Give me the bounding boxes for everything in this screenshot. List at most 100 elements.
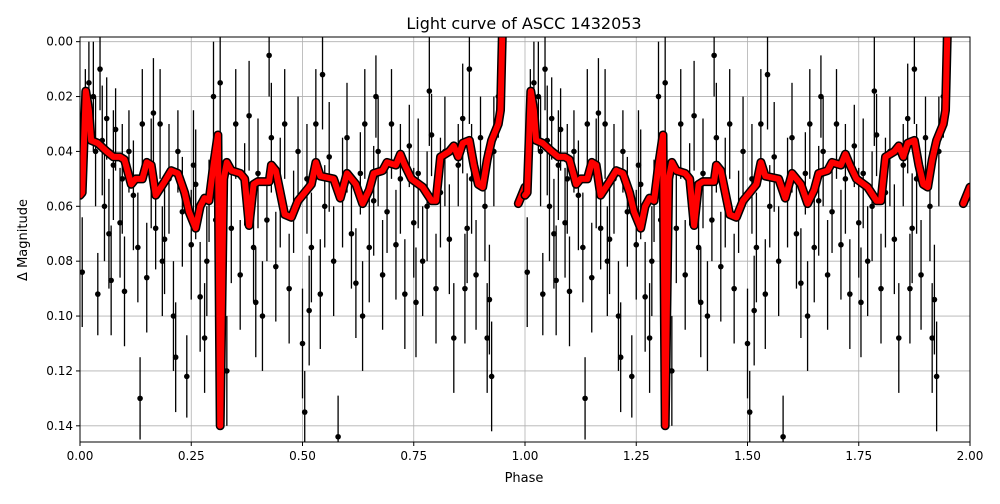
data-point <box>704 313 711 319</box>
data-point <box>697 299 704 306</box>
data-point <box>535 93 542 100</box>
data-point <box>397 176 404 182</box>
data-point <box>700 170 706 177</box>
data-point <box>762 291 769 297</box>
y-tick-label: 0.02 <box>46 90 73 104</box>
data-point <box>746 409 753 415</box>
data-point <box>673 225 680 232</box>
data-point <box>362 121 368 127</box>
data-point <box>121 288 128 295</box>
data-point <box>927 203 933 210</box>
data-point <box>896 335 902 341</box>
data-point <box>175 148 181 155</box>
data-point <box>308 244 315 251</box>
x-tick-label: 1.50 <box>734 449 761 463</box>
data-point <box>197 294 203 300</box>
data-point <box>655 93 662 100</box>
data-point <box>192 181 199 188</box>
data-point <box>161 236 168 243</box>
data-point <box>829 208 835 215</box>
data-point <box>847 291 853 297</box>
chart-title: Light curve of ASCC 1432053 <box>406 14 641 33</box>
data-point <box>406 143 413 149</box>
data-point <box>637 181 644 188</box>
data-point <box>455 162 462 168</box>
data-point <box>488 373 495 380</box>
data-point <box>793 230 800 237</box>
data-point <box>571 148 577 155</box>
data-point <box>584 121 591 127</box>
data-point <box>731 285 737 292</box>
data-point <box>798 280 804 286</box>
x-tick-label: 1.25 <box>623 449 650 463</box>
data-point <box>807 121 813 127</box>
data-point <box>319 71 326 78</box>
data-point <box>135 244 141 251</box>
data-point <box>907 285 913 292</box>
data-point <box>273 263 279 270</box>
data-point <box>546 203 553 210</box>
data-point <box>891 236 898 243</box>
data-point <box>210 93 217 100</box>
data-point <box>117 219 123 226</box>
data-point <box>228 225 235 232</box>
data-point <box>855 219 862 226</box>
data-point <box>588 274 595 281</box>
data-point <box>317 291 324 297</box>
data-point <box>864 258 871 264</box>
data-point <box>393 241 399 248</box>
data-point <box>143 274 150 281</box>
data-point <box>110 162 117 168</box>
data-point <box>424 203 430 210</box>
data-point <box>771 154 777 160</box>
data-point <box>80 269 86 275</box>
data-point <box>635 162 642 168</box>
data-point <box>909 225 915 232</box>
data-point <box>682 272 688 278</box>
data-point <box>90 93 97 100</box>
data-point <box>266 52 272 59</box>
data-point <box>615 313 622 319</box>
data-point <box>464 225 470 232</box>
data-point <box>557 126 564 133</box>
y-tick-label: 0.04 <box>46 144 73 158</box>
y-tick-label: 0.12 <box>46 364 73 378</box>
data-point <box>204 258 210 264</box>
y-tick-label: 0.08 <box>46 254 73 268</box>
data-point <box>246 112 252 119</box>
data-point <box>604 258 611 264</box>
data-point <box>764 71 771 78</box>
data-point <box>348 230 355 237</box>
data-point <box>375 148 381 155</box>
data-point <box>473 272 479 278</box>
data-point <box>922 134 929 141</box>
data-point <box>106 230 112 237</box>
data-point <box>540 291 546 297</box>
data-point <box>217 80 223 86</box>
data-point <box>753 244 760 251</box>
data-point <box>629 373 635 380</box>
data-point <box>824 272 831 278</box>
data-point <box>878 285 884 292</box>
data-point <box>838 241 844 248</box>
data-point <box>900 162 907 168</box>
data-point <box>718 263 724 270</box>
data-point <box>103 115 110 122</box>
data-point <box>524 269 531 275</box>
data-point <box>126 148 132 155</box>
data-point <box>833 121 840 127</box>
x-tick-label: 0.00 <box>67 449 94 463</box>
data-point <box>711 52 717 59</box>
data-point <box>446 236 453 243</box>
data-point <box>101 203 108 210</box>
data-point <box>582 395 588 402</box>
data-point <box>564 176 571 182</box>
data-point <box>119 176 126 182</box>
data-point <box>321 203 328 210</box>
data-point <box>264 217 270 223</box>
data-point <box>410 219 417 226</box>
data-point <box>357 170 364 177</box>
data-point <box>766 203 773 210</box>
x-tick-label: 1.00 <box>512 449 539 463</box>
